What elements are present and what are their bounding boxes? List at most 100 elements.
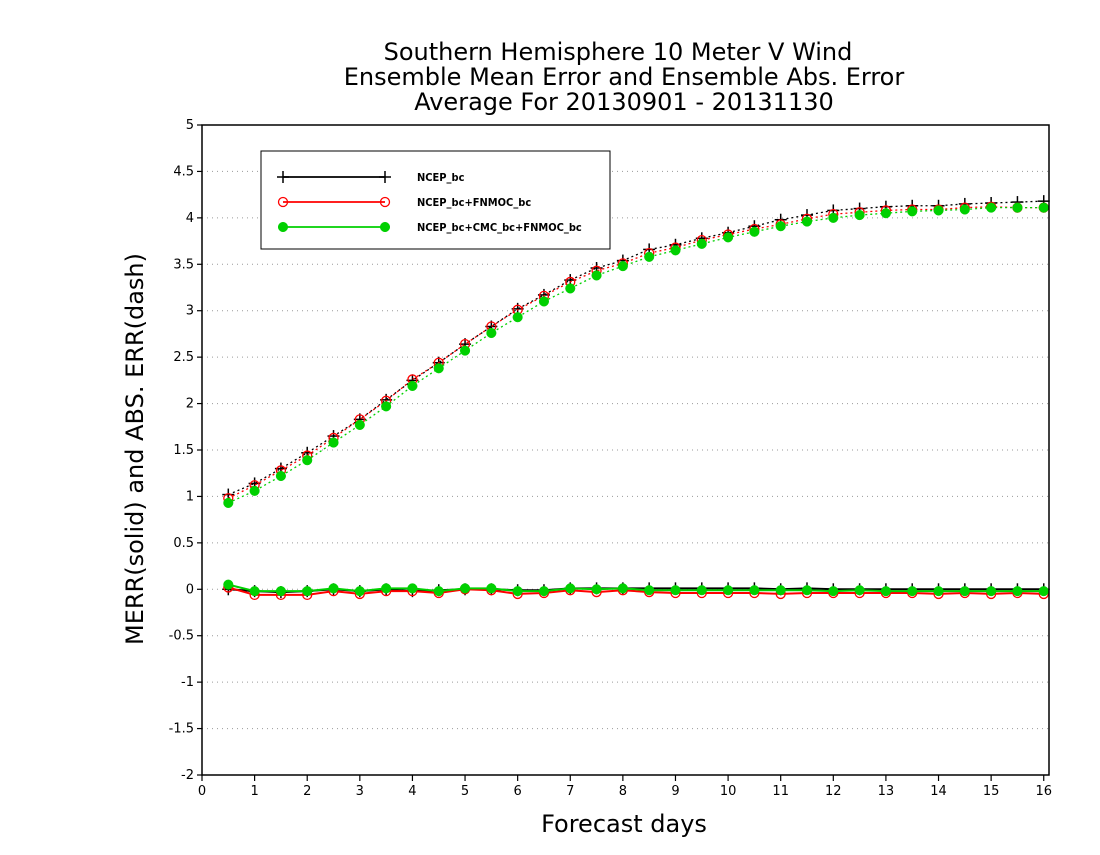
- abs-err-point: [828, 212, 839, 223]
- y-axis-title: MERR(solid) and ABS. ERR(dash): [121, 253, 149, 645]
- abs-err-point: [433, 363, 444, 374]
- abs-err-point: [249, 485, 260, 496]
- y-axis: -2 -1.5 -1 -0.5 0 0.5 1 1.5 2 2.5 3 3.5 4 4.5 5: [169, 118, 202, 783]
- abs-err-point: [275, 470, 286, 482]
- y-tick-label: 4.5: [173, 164, 194, 179]
- x-axis-title: Forecast days: [541, 810, 707, 838]
- legend-label: NCEP_bc+FNMOC_bc: [417, 196, 531, 209]
- mean-err-point: [275, 586, 286, 597]
- abs-err-point: [644, 251, 655, 262]
- mean-err-point: [880, 586, 891, 597]
- x-tick-label: 14: [930, 784, 947, 799]
- abs-err-line-series-1: [228, 200, 1044, 496]
- y-tick-label: -1: [181, 675, 194, 690]
- mean-err-point: [223, 579, 234, 590]
- legend-box: [260, 150, 611, 250]
- legend-marker: [379, 171, 391, 183]
- y-tick-label: -1.5: [169, 722, 194, 737]
- mean-err-point: [486, 583, 497, 594]
- y-tick-label: 0.5: [173, 536, 194, 551]
- y-tick-label: 1: [186, 489, 194, 504]
- y-tick-label: 2.5: [173, 350, 194, 365]
- mean-err-point: [538, 586, 550, 597]
- abs-err-point: [854, 210, 865, 221]
- abs-err-point: [959, 204, 970, 215]
- x-tick-label: 6: [514, 784, 522, 799]
- x-tick-label: 13: [878, 784, 895, 799]
- mean-err-point: [302, 586, 313, 597]
- mean-err-point: [907, 586, 918, 597]
- y-tick-label: 5: [186, 118, 194, 133]
- mean-err-point: [749, 585, 760, 596]
- legend-marker: [277, 221, 289, 233]
- abs-err-line-series-3: [228, 206, 1044, 504]
- abs-err-point: [1012, 202, 1023, 213]
- x-tick-label: 0: [198, 784, 206, 799]
- x-axis: 0 1 2 3 4 5 6 7 8 9 10 11 12 13 14 15 16: [198, 775, 1052, 799]
- abs-err-point: [538, 296, 550, 307]
- abs-err-point: [381, 401, 392, 412]
- legend: NCEP_bc NCEP_bc+FNMOC_bc NCEP_bc+CMC_bc+FN…: [260, 150, 611, 250]
- series-3: [223, 202, 1049, 597]
- y-tick-label: 3: [186, 304, 194, 319]
- x-tick-label: 10: [720, 784, 737, 799]
- mean-err-point: [670, 585, 681, 596]
- mean-err-point: [1038, 586, 1049, 597]
- abs-err-point: [749, 226, 760, 237]
- mean-err-point: [407, 583, 418, 594]
- chart-title-line-2: Ensemble Mean Error and Ensemble Abs. Er…: [344, 63, 905, 91]
- abs-err-point: [696, 238, 707, 249]
- y-tick-label: 3.5: [173, 257, 194, 272]
- y-tick-label: 4: [186, 211, 194, 226]
- mean-err-point: [801, 585, 813, 596]
- mean-err-point: [696, 585, 707, 596]
- y-tick-label: -2: [181, 768, 194, 783]
- abs-err-point: [407, 380, 418, 391]
- y-tick-label: 2: [186, 397, 194, 412]
- legend-marker: [379, 196, 391, 208]
- legend-marker: [277, 171, 289, 183]
- mean-err-point: [249, 586, 260, 597]
- abs-err-point: [486, 327, 497, 339]
- abs-err-point: [328, 437, 339, 448]
- abs-err-point: [512, 312, 523, 323]
- x-tick-label: 15: [983, 784, 1000, 799]
- mean-err-point: [512, 586, 523, 597]
- y-tick-label: -0.5: [169, 629, 194, 644]
- x-tick-label: 9: [671, 784, 679, 799]
- mean-err-point: [433, 586, 444, 597]
- abs-err-point: [617, 261, 628, 272]
- chart-title-line-3: Average For 20130901 - 20131130: [414, 88, 834, 116]
- abs-err-point: [670, 245, 681, 256]
- abs-err-point: [986, 202, 997, 213]
- legend-marker: [379, 221, 391, 233]
- abs-err-point: [223, 497, 234, 508]
- y-tick-label: 0: [186, 582, 194, 597]
- chart-title: Southern Hemisphere 10 Meter V Wind Ense…: [344, 38, 905, 116]
- legend-marker: [277, 196, 289, 208]
- x-tick-label: 11: [772, 784, 789, 799]
- abs-err-point: [459, 345, 471, 356]
- series-layer: [222, 195, 1050, 601]
- legend-label: NCEP_bc+CMC_bc+FNMOC_bc: [417, 221, 582, 234]
- x-tick-label: 5: [461, 784, 469, 799]
- abs-err-line-series-2: [228, 206, 1044, 499]
- y-tick-label: 1.5: [173, 443, 194, 458]
- x-tick-label: 4: [408, 784, 416, 799]
- mean-err-point: [986, 586, 997, 597]
- mean-err-point: [775, 585, 786, 596]
- mean-err-point: [854, 585, 865, 596]
- mean-err-point: [828, 586, 839, 597]
- abs-err-point: [801, 216, 813, 227]
- legend-item-1: NCEP_bc: [277, 171, 465, 184]
- x-tick-label: 8: [619, 784, 627, 799]
- x-tick-label: 12: [825, 784, 842, 799]
- mean-err-point: [381, 583, 392, 594]
- mean-err-point: [1012, 586, 1023, 597]
- abs-err-point: [591, 270, 602, 281]
- mean-err-point: [723, 585, 734, 596]
- mean-err-point: [354, 586, 365, 597]
- mean-err-point: [933, 586, 944, 597]
